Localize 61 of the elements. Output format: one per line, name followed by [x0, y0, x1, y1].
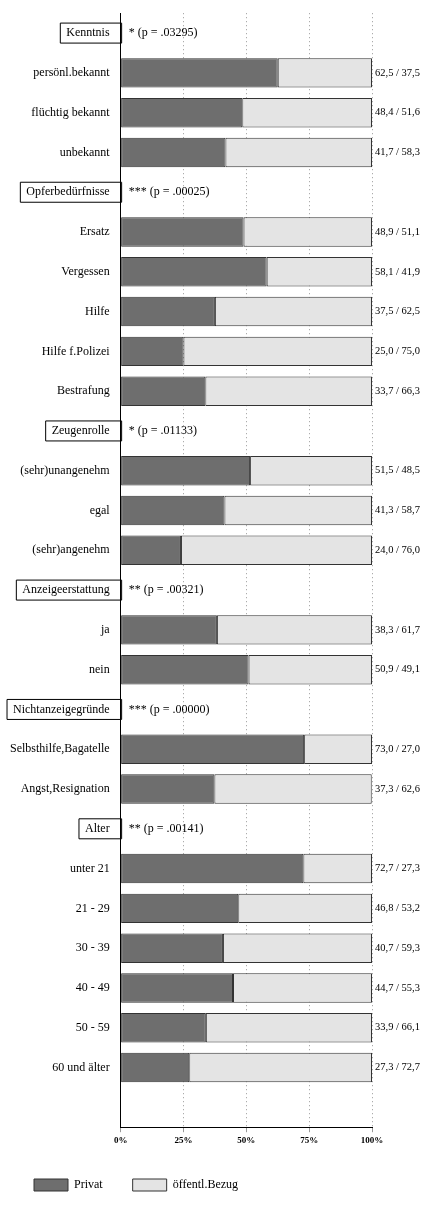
y-tick-label: Anzeigeerstattung: [22, 582, 110, 597]
y-tick-label: flüchtig bekannt: [31, 104, 111, 119]
x-tick-label: 25%: [174, 1134, 193, 1145]
y-tick-label: ja: [99, 622, 111, 637]
legend-label: öffentl.Bezug: [172, 1177, 239, 1192]
annotation: ** (p = .00141): [128, 820, 204, 835]
y-tick-label: Kenntnis: [66, 25, 110, 40]
y-tick-label: Nichtanzeigegründe: [13, 701, 110, 716]
y-tick-label: persönl.bekannt: [33, 65, 111, 80]
data-label: 33,7 / 66,3: [375, 384, 420, 396]
annotation: *** (p = .00025): [128, 184, 210, 199]
y-tick-label: egal: [89, 502, 111, 517]
y-tick-label: unbekannt: [59, 144, 111, 159]
data-label: 38,3 / 61,7: [375, 623, 420, 635]
data-label: 73,0 / 27,0: [375, 742, 420, 754]
data-label: 51,5 / 48,5: [375, 464, 420, 476]
x-tick-label: 50%: [237, 1134, 256, 1145]
y-tick-label: Ersatz: [79, 224, 110, 239]
legend-label: Privat: [74, 1177, 104, 1192]
data-label: 25,0 / 75,0: [375, 345, 420, 357]
data-label: 41,3 / 58,7: [375, 504, 420, 516]
y-tick-label: nein: [88, 661, 110, 676]
data-label: 48,4 / 51,6: [375, 106, 420, 118]
annotation: * (p = .01133): [128, 423, 197, 438]
annotation: *** (p = .00000): [128, 701, 210, 716]
y-tick-label: (sehr)angenehm: [32, 542, 111, 557]
y-tick-label: 30 - 39: [75, 940, 110, 955]
y-tick-label: 40 - 49: [75, 980, 110, 995]
y-tick-label: Angst,Resignation: [20, 781, 110, 796]
data-label: 37,3 / 62,6: [375, 782, 420, 794]
y-tick-label: Alter: [84, 820, 110, 835]
data-label: 27,3 / 72,7: [375, 1061, 420, 1073]
y-tick-label: Zeugenrolle: [51, 423, 110, 438]
data-label: 44,7 / 55,3: [375, 981, 420, 993]
annotation: ** (p = .00321): [128, 582, 204, 597]
y-tick-label: Opferbedürfnisse: [26, 184, 110, 199]
y-tick-label: 21 - 29: [75, 900, 110, 915]
annotation: * (p = .03295): [128, 25, 198, 40]
y-tick-label: Vergessen: [61, 263, 110, 278]
data-label: 41,7 / 58,3: [375, 146, 420, 158]
data-label: 46,8 / 53,2: [375, 902, 420, 914]
x-tick-label: 0%: [113, 1134, 128, 1145]
data-label: 48,9 / 51,1: [375, 225, 420, 237]
y-tick-label: Hilfe f.Polizei: [41, 343, 111, 358]
y-tick-label: unter 21: [69, 860, 110, 875]
data-label: 24,0 / 76,0: [375, 544, 420, 556]
data-label: 62,5 / 37,5: [375, 66, 420, 78]
data-label: 37,5 / 62,5: [375, 305, 420, 317]
data-label: 33,9 / 66,1: [375, 1021, 420, 1033]
data-label: 40,7 / 59,3: [375, 941, 420, 953]
y-tick-label: Bestrafung: [56, 383, 110, 398]
data-label: 72,7 / 27,3: [375, 862, 420, 874]
data-label: 58,1 / 41,9: [375, 265, 420, 277]
y-tick-label: Hilfe: [84, 303, 110, 318]
y-tick-label: Selbsthilfe,Bagatelle: [10, 741, 110, 756]
data-label: 50,9 / 49,1: [375, 663, 420, 675]
x-tick-label: 100%: [360, 1134, 384, 1145]
x-tick-label: 75%: [300, 1134, 319, 1145]
y-tick-label: 50 - 59: [75, 1019, 110, 1034]
y-tick-label: (sehr)unangenehm: [20, 462, 111, 477]
y-tick-label: 60 und älter: [52, 1059, 110, 1074]
